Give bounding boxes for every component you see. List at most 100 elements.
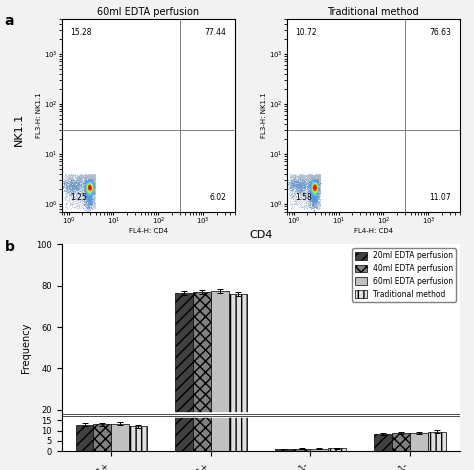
Point <box>316 185 324 193</box>
Point <box>310 185 318 192</box>
Point <box>295 171 303 179</box>
Point <box>307 173 315 181</box>
Point <box>90 171 97 179</box>
Point <box>269 185 277 192</box>
Point <box>85 178 92 186</box>
Point <box>82 173 89 181</box>
Point <box>84 186 91 193</box>
Point <box>310 186 318 194</box>
Point <box>310 172 317 180</box>
Point <box>310 198 318 205</box>
Point <box>73 180 80 187</box>
Point <box>86 189 94 197</box>
Point <box>87 182 94 189</box>
Point <box>313 182 320 190</box>
Point <box>86 178 93 186</box>
Point <box>312 182 320 189</box>
Point <box>315 180 322 188</box>
Point <box>300 182 307 190</box>
Point <box>81 189 89 197</box>
Point <box>85 183 93 191</box>
Point <box>294 181 301 188</box>
Point <box>308 192 315 200</box>
Point <box>84 174 91 181</box>
Point <box>304 200 312 207</box>
Point <box>296 184 304 192</box>
Point <box>82 179 90 187</box>
Point <box>307 178 314 186</box>
Point <box>314 178 321 185</box>
Point <box>300 181 307 189</box>
Point <box>85 183 93 191</box>
Point <box>310 186 318 193</box>
Point <box>82 199 90 206</box>
Point <box>85 172 93 180</box>
Point <box>303 174 311 182</box>
Point <box>312 181 320 189</box>
Point <box>300 190 308 197</box>
Point <box>82 190 89 197</box>
Point <box>83 192 91 199</box>
Point <box>292 188 300 196</box>
Point <box>294 192 301 199</box>
Point <box>313 183 321 190</box>
Point <box>70 180 77 187</box>
Point <box>73 203 81 210</box>
Point <box>312 188 319 196</box>
Point <box>310 186 318 193</box>
Point <box>306 200 313 208</box>
Point <box>90 183 97 190</box>
Point <box>291 177 299 185</box>
Point <box>310 182 318 189</box>
Point <box>301 174 309 182</box>
Point <box>302 180 310 187</box>
Point <box>307 175 315 182</box>
Point <box>77 190 84 198</box>
Point <box>87 185 95 192</box>
Point <box>314 175 321 182</box>
Point <box>310 183 317 190</box>
Point <box>89 194 97 202</box>
Point <box>311 183 319 190</box>
Point <box>310 182 318 189</box>
Point <box>294 181 301 189</box>
Point <box>310 180 318 187</box>
Point <box>76 171 83 178</box>
Point <box>292 182 300 190</box>
Point <box>308 182 315 190</box>
Point <box>310 181 318 189</box>
Point <box>311 190 319 197</box>
Point <box>290 180 297 188</box>
Point <box>313 186 320 193</box>
Point <box>91 181 98 188</box>
Point <box>312 187 320 195</box>
Point <box>299 190 306 198</box>
Point <box>86 188 93 196</box>
Point <box>306 175 314 183</box>
Point <box>62 181 70 188</box>
Point <box>81 195 88 203</box>
Point <box>295 188 303 196</box>
Point <box>87 187 95 194</box>
Point <box>85 184 93 191</box>
Point <box>69 177 76 185</box>
Point <box>87 191 94 199</box>
Point <box>311 183 319 190</box>
Point <box>295 177 303 184</box>
Point <box>316 201 323 209</box>
Point <box>308 185 316 192</box>
Point <box>296 183 303 190</box>
Point <box>68 181 76 188</box>
Point <box>314 172 322 179</box>
Point <box>308 172 316 180</box>
Point <box>87 187 94 195</box>
Point <box>307 181 314 188</box>
Point <box>310 181 318 188</box>
Point <box>308 180 315 188</box>
Point <box>309 181 316 189</box>
Point <box>88 188 95 196</box>
Point <box>73 182 81 190</box>
Point <box>313 183 320 190</box>
Point <box>287 198 294 206</box>
Point <box>310 185 317 193</box>
